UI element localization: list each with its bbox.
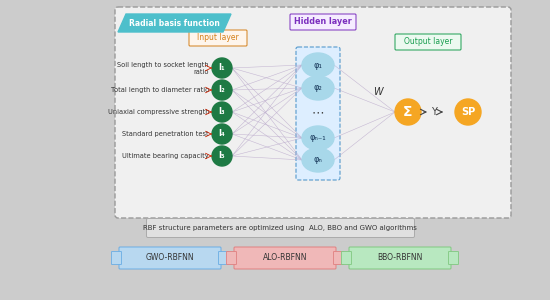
Text: φ₁: φ₁ (314, 61, 322, 70)
Text: ALO-RBFNN: ALO-RBFNN (263, 254, 307, 262)
Text: I₁: I₁ (219, 64, 225, 73)
Text: φₙ: φₙ (314, 155, 322, 164)
FancyBboxPatch shape (146, 218, 415, 238)
FancyBboxPatch shape (218, 251, 228, 265)
FancyBboxPatch shape (234, 247, 336, 269)
Circle shape (212, 102, 232, 122)
Circle shape (212, 124, 232, 144)
Text: Radial basis function: Radial basis function (129, 19, 220, 28)
Text: SP: SP (461, 107, 475, 117)
Text: Total length to diameter ratio: Total length to diameter ratio (111, 87, 209, 93)
Text: I₃: I₃ (219, 107, 225, 116)
Text: Standard penetration test: Standard penetration test (122, 131, 209, 137)
Text: Input layer: Input layer (197, 34, 239, 43)
Text: Soil length to socket length
ratio: Soil length to socket length ratio (117, 61, 209, 74)
FancyBboxPatch shape (296, 47, 340, 180)
Text: Y: Y (431, 107, 437, 117)
Circle shape (212, 146, 232, 166)
FancyBboxPatch shape (349, 247, 451, 269)
Ellipse shape (302, 53, 334, 77)
FancyBboxPatch shape (227, 251, 236, 265)
Text: φ₂: φ₂ (314, 83, 322, 92)
Circle shape (212, 58, 232, 78)
Text: Hidden layer: Hidden layer (294, 17, 352, 26)
Ellipse shape (302, 126, 334, 150)
FancyBboxPatch shape (119, 247, 221, 269)
FancyBboxPatch shape (395, 34, 461, 50)
Circle shape (455, 99, 481, 125)
Text: Uniaxial compressive strength: Uniaxial compressive strength (107, 109, 209, 115)
FancyBboxPatch shape (333, 251, 344, 265)
FancyBboxPatch shape (112, 251, 122, 265)
FancyBboxPatch shape (290, 14, 356, 30)
Text: Ultimate bearing capacity: Ultimate bearing capacity (122, 153, 209, 159)
FancyBboxPatch shape (189, 30, 247, 46)
Text: GWO-RBFNN: GWO-RBFNN (146, 254, 194, 262)
Ellipse shape (302, 76, 334, 100)
Circle shape (395, 99, 421, 125)
Ellipse shape (302, 148, 334, 172)
Text: I₅: I₅ (219, 152, 225, 160)
Text: BBO-RBFNN: BBO-RBFNN (377, 254, 423, 262)
Text: φₙ₋₁: φₙ₋₁ (310, 134, 326, 142)
Text: ⋯: ⋯ (312, 106, 324, 119)
FancyBboxPatch shape (115, 7, 511, 218)
Polygon shape (118, 14, 231, 32)
Text: Σ: Σ (403, 105, 412, 119)
Text: I₂: I₂ (219, 85, 225, 94)
FancyBboxPatch shape (448, 251, 459, 265)
Text: Output layer: Output layer (404, 38, 452, 46)
FancyBboxPatch shape (342, 251, 351, 265)
Text: W: W (373, 87, 383, 97)
Text: RBF structure parameters are optimized using  ALO, BBO and GWO algorithms: RBF structure parameters are optimized u… (143, 225, 417, 231)
Text: I₄: I₄ (219, 130, 225, 139)
Circle shape (212, 80, 232, 100)
